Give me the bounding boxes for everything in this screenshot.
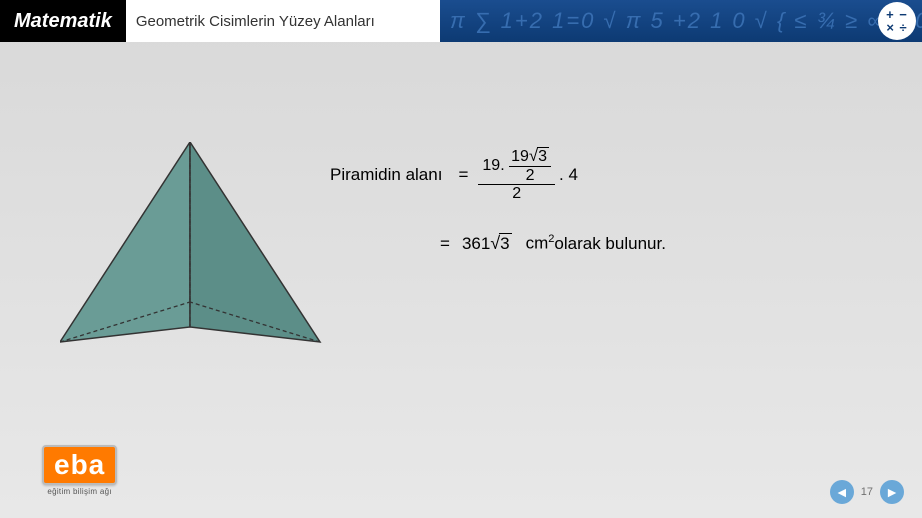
topic-title: Geometrik Cisimlerin Yüzey Alanları: [136, 13, 375, 30]
sqrt-icon: 3: [490, 233, 511, 254]
result-coefficient: 361: [462, 234, 490, 254]
eba-logo-subtitle: eğitim bilişim ağı: [47, 487, 112, 496]
eba-logo-text: eba: [42, 445, 117, 485]
pyramid-diagram: [60, 142, 330, 357]
slide-nav: ◄ 17 ►: [830, 480, 904, 504]
eba-logo: eba eğitim bilişim ağı: [42, 445, 117, 496]
formula-expression-row: Piramidin alanı = 19. 193 2 2 . 4: [330, 147, 666, 203]
next-button[interactable]: ►: [880, 480, 904, 504]
prev-button[interactable]: ◄: [830, 480, 854, 504]
formula-result-row: = 3613 cm2 olarak bulunur.: [330, 233, 666, 254]
page-number: 17: [861, 486, 873, 498]
lead-coefficient: 19.: [482, 157, 504, 174]
inner-fraction: 193 2: [509, 147, 551, 184]
result-tail-text: olarak bulunur.: [554, 234, 666, 254]
formula-label: Piramidin alanı: [330, 165, 442, 185]
tail-multiplier: . 4: [559, 165, 578, 185]
math-symbols-decoration: π ∑ 1+2 1=0 √ π 5 +2 1 0 √ { ≤ ¾ ≥ ∞ √ 0: [440, 8, 922, 34]
equals-sign: =: [440, 234, 450, 254]
slide-content: Piramidin alanı = 19. 193 2 2 . 4 = 3613: [0, 42, 922, 518]
equals-sign: =: [458, 165, 468, 185]
sqrt-icon: 3: [529, 147, 549, 166]
formula-block: Piramidin alanı = 19. 193 2 2 . 4 = 3613: [330, 147, 666, 254]
math-ops-icon: + − × ÷: [878, 2, 916, 40]
header-bar: Matematik Geometrik Cisimlerin Yüzey Ala…: [0, 0, 922, 42]
main-fraction: 19. 193 2 2: [478, 147, 555, 203]
brand-label: Matematik: [0, 0, 126, 42]
header-decoration: π ∑ 1+2 1=0 √ π 5 +2 1 0 √ { ≤ ¾ ≥ ∞ √ 0…: [440, 0, 922, 42]
unit-label: cm2: [526, 233, 555, 254]
